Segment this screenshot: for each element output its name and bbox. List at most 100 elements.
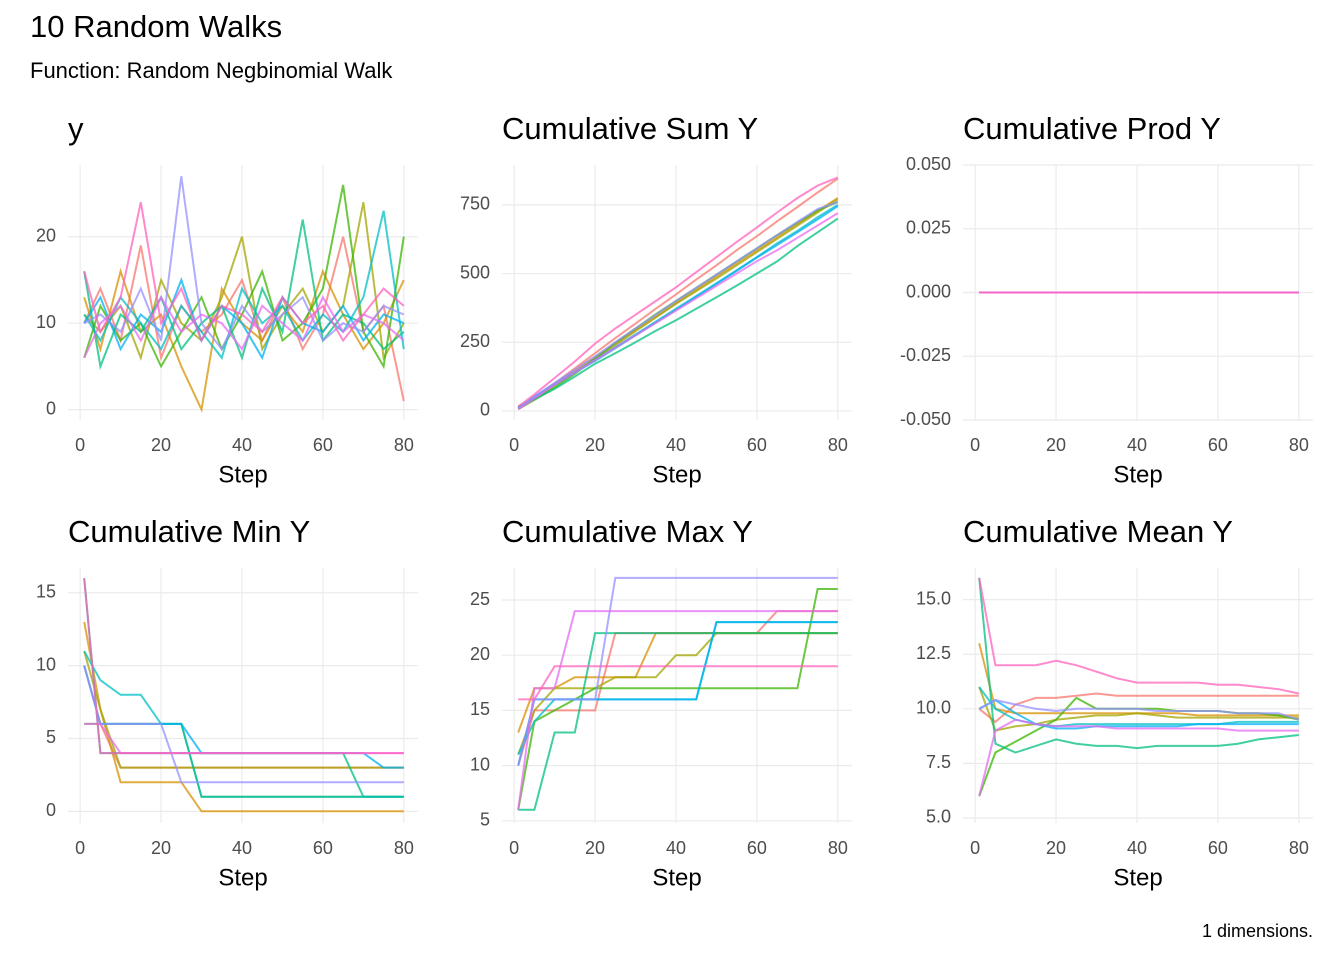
panel-title: Cumulative Max Y (502, 514, 753, 549)
x-tick-label: 60 (747, 838, 767, 858)
x-axis-label: Step (1113, 864, 1162, 891)
x-tick-label: 80 (828, 838, 848, 858)
series-line (83, 236, 405, 402)
x-tick-label: 0 (509, 435, 519, 455)
y-tick-label: 0 (46, 800, 56, 820)
series-line (978, 699, 1300, 721)
series-line (83, 621, 404, 813)
series-line (83, 650, 404, 769)
y-tick-label: -0.050 (900, 409, 951, 429)
panel-title: Cumulative Mean Y (963, 514, 1233, 549)
x-tick-label: 40 (232, 435, 252, 455)
y-tick-label: 250 (460, 331, 490, 351)
series-line (517, 177, 839, 410)
series-line (83, 210, 405, 360)
series-line (517, 588, 838, 810)
y-tick-label: 7.5 (926, 752, 951, 772)
y-tick-label: 10 (36, 654, 56, 674)
series-line (978, 692, 1299, 724)
y-tick-label: 5 (46, 727, 56, 747)
y-tick-label: 20 (470, 644, 490, 664)
series-line (517, 610, 838, 810)
series-line (83, 578, 404, 798)
x-tick-label: 0 (970, 838, 980, 858)
y-tick-label: 0.050 (906, 154, 951, 174)
x-tick-label: 20 (585, 838, 605, 858)
series-line (517, 201, 839, 410)
x-tick-label: 20 (1046, 435, 1066, 455)
panel-title: Cumulative Prod Y (963, 111, 1221, 146)
y-tick-label: 15 (470, 699, 490, 719)
series-line (517, 217, 839, 408)
y-tick-label: 500 (460, 262, 490, 282)
x-tick-label: 20 (1046, 838, 1066, 858)
series-line (83, 184, 405, 370)
series-line (83, 295, 405, 359)
series-line (517, 576, 838, 766)
x-tick-label: 60 (1208, 435, 1228, 455)
series-line (518, 632, 838, 811)
x-tick-label: 20 (585, 435, 605, 455)
x-tick-label: 20 (151, 435, 171, 455)
series-line (83, 201, 405, 343)
x-tick-label: 60 (313, 838, 333, 858)
series-line (83, 665, 404, 784)
series-line (84, 722, 404, 798)
y-tick-label: 5 (480, 810, 490, 830)
series-line (978, 686, 1299, 732)
x-tick-label: 0 (75, 838, 85, 858)
y-tick-label: 0 (46, 398, 56, 418)
panel-title: Cumulative Min Y (68, 514, 310, 549)
y-tick-label: 0.025 (906, 218, 951, 238)
series-line (978, 718, 1299, 797)
y-tick-label: 5.0 (926, 807, 951, 827)
series-line (517, 212, 839, 411)
y-tick-label: 10 (36, 312, 56, 332)
x-tick-label: 80 (1289, 435, 1309, 455)
x-tick-label: 40 (666, 838, 686, 858)
figure-subtitle: Function: Random Negbinomial Walk (30, 58, 393, 83)
y-tick-label: 0 (480, 400, 490, 420)
x-tick-label: 60 (313, 435, 333, 455)
x-tick-label: 80 (394, 838, 414, 858)
x-tick-label: 40 (1127, 435, 1147, 455)
x-axis-label: Step (218, 461, 267, 488)
y-tick-label: 12.5 (916, 643, 951, 663)
series-line (83, 578, 404, 755)
y-tick-label: 20 (36, 225, 56, 245)
series-line (83, 202, 405, 362)
series-line (978, 577, 1299, 754)
x-tick-label: 80 (1289, 838, 1309, 858)
series-line (518, 665, 838, 701)
series-line (83, 650, 404, 798)
y-tick-label: 10.0 (916, 698, 951, 718)
x-axis-label: Step (652, 461, 701, 488)
x-tick-label: 80 (828, 435, 848, 455)
caption: 1 dimensions. (1202, 921, 1313, 941)
y-tick-label: 15 (36, 582, 56, 602)
x-tick-label: 0 (75, 435, 85, 455)
y-tick-label: 10 (470, 754, 490, 774)
x-tick-label: 40 (232, 838, 252, 858)
panel-title: Cumulative Sum Y (502, 111, 758, 146)
y-tick-label: -0.025 (900, 345, 951, 365)
series-line (978, 577, 1300, 695)
x-axis-label: Step (218, 864, 267, 891)
y-tick-label: 750 (460, 194, 490, 214)
x-tick-label: 0 (509, 838, 519, 858)
panel-title: y (68, 111, 84, 146)
x-tick-label: 60 (1208, 838, 1228, 858)
y-tick-label: 15.0 (916, 588, 951, 608)
y-tick-label: 25 (470, 589, 490, 609)
y-tick-label: 0.000 (906, 281, 951, 301)
x-tick-label: 20 (151, 838, 171, 858)
x-tick-label: 80 (394, 435, 414, 455)
x-tick-label: 60 (747, 435, 767, 455)
x-tick-label: 40 (666, 435, 686, 455)
series-line (83, 277, 405, 361)
x-tick-label: 0 (970, 435, 980, 455)
series-line (978, 698, 1299, 730)
x-axis-label: Step (1113, 461, 1162, 488)
x-axis-label: Step (652, 864, 701, 891)
